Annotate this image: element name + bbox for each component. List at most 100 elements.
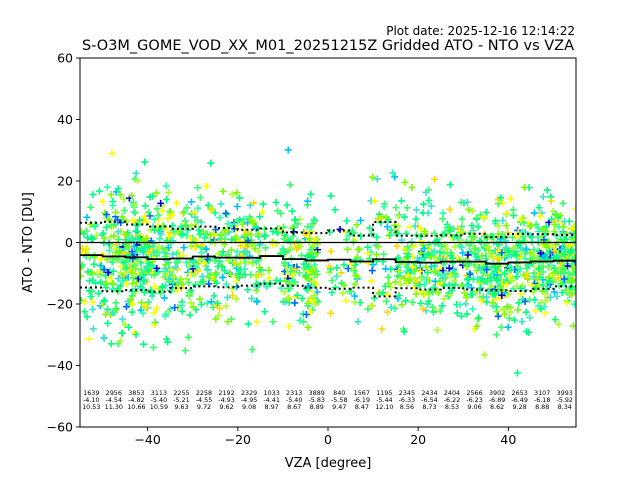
scatter-point-1710 [534, 224, 542, 232]
scatter-point-765 [265, 266, 273, 274]
scatter-point-1502 [502, 222, 510, 230]
scatter-point-698 [247, 231, 255, 239]
x-tick-label: 0 [324, 432, 332, 447]
scatter-point-119 [100, 334, 108, 342]
scatter-point-92 [101, 280, 109, 288]
scatter-point-1037 [384, 290, 392, 298]
plot-date: Plot date: 2025-12-16 12:14:22 [386, 24, 575, 38]
scatter-point-444 [181, 347, 189, 355]
scatter-point-839 [296, 316, 304, 324]
scatter-point-1020 [374, 243, 382, 251]
scatter-point-947 [327, 192, 335, 200]
scatter-point-772 [269, 228, 277, 235]
scatter-point-976 [351, 280, 359, 288]
scatter-point-939 [331, 283, 339, 291]
scatter-point-1883 [561, 251, 569, 259]
bin-mean-18: -6.89 [489, 396, 506, 404]
scatter-point-1266 [438, 274, 446, 282]
scatter-point-1275 [438, 242, 446, 250]
scatter-point-1878 [569, 256, 576, 264]
scatter-point-512 [197, 300, 205, 308]
scatter-point-564 [199, 278, 207, 286]
scatter-point-1005 [378, 325, 386, 333]
scatter-point-901 [307, 295, 315, 303]
scatter-point-1593 [505, 290, 513, 298]
scatter-point-1706 [541, 240, 549, 248]
scatter-point-302 [140, 248, 148, 256]
scatter-point-1194 [429, 308, 437, 316]
scatter-point-171 [137, 299, 145, 307]
scatter-point-1562 [520, 183, 528, 191]
scatter-point-1417 [492, 295, 500, 303]
scatter-point-368 [164, 244, 172, 252]
scatter-point-823 [285, 322, 293, 330]
scatter-point-1379 [469, 305, 477, 313]
bin-mean-20: -6.18 [534, 396, 551, 404]
scatter-point-296 [128, 248, 136, 256]
scatter-point-516 [205, 257, 213, 265]
scatter-point-1201 [430, 249, 438, 257]
scatter-point-471 [172, 199, 180, 207]
scatter-point-79 [106, 274, 114, 282]
scatter-point-36 [97, 262, 105, 270]
scatter-point-538 [193, 260, 201, 268]
scatter-point-577 [223, 210, 231, 218]
scatter-point-115 [100, 297, 108, 305]
scatter-point-1013 [387, 303, 395, 311]
scatter-point-1595 [521, 298, 529, 305]
scatter-point-594 [215, 311, 223, 319]
scatter-point-1461 [492, 303, 500, 311]
scatter-point-904 [311, 261, 319, 269]
scatter-point-1270 [446, 291, 454, 299]
scatter-point-1835 [568, 260, 576, 268]
scatter-point-1780 [552, 211, 560, 219]
scatter-point-472 [170, 273, 178, 281]
scatter-point-683 [248, 294, 256, 302]
scatter-point-40 [89, 191, 97, 199]
scatter-point-334 [156, 235, 164, 243]
scatter-point-156 [104, 319, 112, 327]
scatter-point-1261 [456, 242, 464, 250]
scatter-point-1880 [560, 266, 568, 274]
scatter-point-1492 [494, 312, 502, 320]
bin-std-7: 9.08 [242, 403, 256, 411]
scatter-point-1573 [515, 299, 523, 307]
scatter-point-1294 [445, 264, 453, 272]
scatter-point-571 [189, 265, 197, 273]
scatter-point-396 [164, 189, 172, 197]
scatter-point-1516 [489, 299, 497, 307]
scatter-point-333 [157, 289, 165, 297]
scatter-point-942 [327, 309, 335, 317]
scatter-point-843 [286, 284, 294, 292]
scatter-point-1394 [464, 205, 472, 213]
scatter-point-404 [164, 338, 172, 346]
scatter-point-225 [129, 216, 137, 224]
scatter-point-8 [83, 213, 91, 221]
scatter-point-280 [132, 279, 140, 287]
scatter-point-949 [339, 289, 347, 297]
scatter-point-483 [167, 266, 175, 274]
scatter-point-1211 [417, 249, 425, 257]
scatter-point-514 [191, 281, 199, 289]
scatter-point-248 [125, 323, 133, 331]
scatter-point-746 [261, 244, 269, 252]
scatter-point-944 [327, 247, 335, 255]
scatter-point-1105 [395, 211, 403, 219]
scatter-point-1556 [505, 314, 513, 322]
bin-count-20: 3107 [534, 389, 550, 397]
scatter-point-301 [129, 255, 137, 263]
scatter-point-1565 [521, 254, 529, 262]
scatter-point-111 [109, 202, 117, 210]
scatter-point-382 [166, 208, 174, 216]
bin-std-18: 8.62 [490, 403, 504, 411]
scatter-point-1184 [431, 239, 439, 247]
scatter-point-120 [114, 228, 122, 236]
scatter-point-1612 [507, 195, 515, 203]
scatter-point-809 [293, 291, 301, 299]
scatter-point-170 [139, 217, 147, 225]
scatter-point-53 [87, 233, 95, 241]
scatter-point-147 [110, 221, 118, 229]
scatter-point-995 [366, 224, 374, 232]
scatter-point-1726 [538, 209, 546, 217]
x-tick-label: 40 [500, 432, 516, 447]
